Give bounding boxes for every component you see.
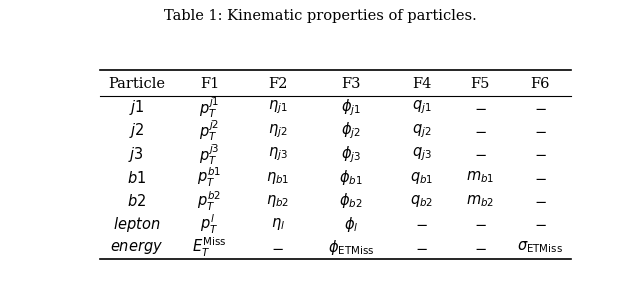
Text: $\eta_{j2}$: $\eta_{j2}$ <box>268 122 287 140</box>
Text: $\eta_{j1}$: $\eta_{j1}$ <box>268 99 287 117</box>
Text: $\eta_{j3}$: $\eta_{j3}$ <box>268 146 287 163</box>
Text: $q_{b2}$: $q_{b2}$ <box>410 193 433 209</box>
Text: Particle: Particle <box>108 77 165 91</box>
Text: $-$: $-$ <box>415 217 428 231</box>
Text: $\phi_{j2}$: $\phi_{j2}$ <box>341 121 361 141</box>
Text: $p_T^{j1}$: $p_T^{j1}$ <box>199 95 220 120</box>
Text: $\mathit{j1}$: $\mathit{j1}$ <box>129 98 144 117</box>
Text: $-$: $-$ <box>534 101 547 115</box>
Text: F3: F3 <box>341 77 360 91</box>
Text: $-$: $-$ <box>534 124 547 138</box>
Text: $\phi_{j1}$: $\phi_{j1}$ <box>340 97 361 118</box>
Text: F4: F4 <box>412 77 431 91</box>
Text: $q_{b1}$: $q_{b1}$ <box>410 170 433 186</box>
Text: $\mathit{lepton}$: $\mathit{lepton}$ <box>113 215 160 234</box>
Text: $\eta_{b2}$: $\eta_{b2}$ <box>266 193 289 209</box>
Text: $q_{j2}$: $q_{j2}$ <box>412 122 431 140</box>
Text: $\phi_{\mathrm{ETMiss}}$: $\phi_{\mathrm{ETMiss}}$ <box>328 238 374 257</box>
Text: $q_{j1}$: $q_{j1}$ <box>412 99 431 117</box>
Text: Table 1: Kinematic properties of particles.: Table 1: Kinematic properties of particl… <box>164 9 476 23</box>
Text: $-$: $-$ <box>474 147 486 161</box>
Text: $-$: $-$ <box>474 124 486 138</box>
Text: F6: F6 <box>531 77 550 91</box>
Text: $\eta_l$: $\eta_l$ <box>271 216 285 232</box>
Text: $p_T^{b2}$: $p_T^{b2}$ <box>197 189 221 213</box>
Text: $\sigma_{\mathrm{ETMiss}}$: $\sigma_{\mathrm{ETMiss}}$ <box>518 240 563 255</box>
Text: $m_{b2}$: $m_{b2}$ <box>467 193 495 209</box>
Text: $-$: $-$ <box>534 217 547 231</box>
Text: $-$: $-$ <box>474 101 486 115</box>
Text: $q_{j3}$: $q_{j3}$ <box>412 146 431 163</box>
Text: $\mathit{b1}$: $\mathit{b1}$ <box>127 170 146 186</box>
Text: $\eta_{b1}$: $\eta_{b1}$ <box>266 170 289 186</box>
Text: $p_T^{j3}$: $p_T^{j3}$ <box>199 142 220 167</box>
Text: $\mathit{j2}$: $\mathit{j2}$ <box>129 121 144 141</box>
Text: $\phi_{j3}$: $\phi_{j3}$ <box>340 144 361 165</box>
Text: $\phi_{b2}$: $\phi_{b2}$ <box>339 191 362 210</box>
Text: $\mathit{energy}$: $\mathit{energy}$ <box>109 239 163 256</box>
Text: $-$: $-$ <box>534 147 547 161</box>
Text: $-$: $-$ <box>271 241 284 254</box>
Text: $-$: $-$ <box>534 171 547 184</box>
Text: F1: F1 <box>200 77 219 91</box>
Text: $-$: $-$ <box>415 241 428 254</box>
Text: $\mathit{j3}$: $\mathit{j3}$ <box>129 145 144 164</box>
Text: $p_T^{b1}$: $p_T^{b1}$ <box>197 166 221 189</box>
Text: $E_T^{\mathrm{Miss}}$: $E_T^{\mathrm{Miss}}$ <box>192 236 227 259</box>
Text: $m_{b1}$: $m_{b1}$ <box>466 170 495 185</box>
Text: $\phi_l$: $\phi_l$ <box>344 215 358 234</box>
Text: $p_T^{j2}$: $p_T^{j2}$ <box>199 119 220 143</box>
Text: $-$: $-$ <box>474 217 486 231</box>
Text: $-$: $-$ <box>534 194 547 208</box>
Text: $p_T^{l}$: $p_T^{l}$ <box>200 213 218 236</box>
Text: $\phi_{b1}$: $\phi_{b1}$ <box>339 168 363 187</box>
Text: F2: F2 <box>268 77 287 91</box>
Text: $\mathit{b2}$: $\mathit{b2}$ <box>127 193 146 209</box>
Text: F5: F5 <box>470 77 490 91</box>
Text: $-$: $-$ <box>474 241 486 254</box>
